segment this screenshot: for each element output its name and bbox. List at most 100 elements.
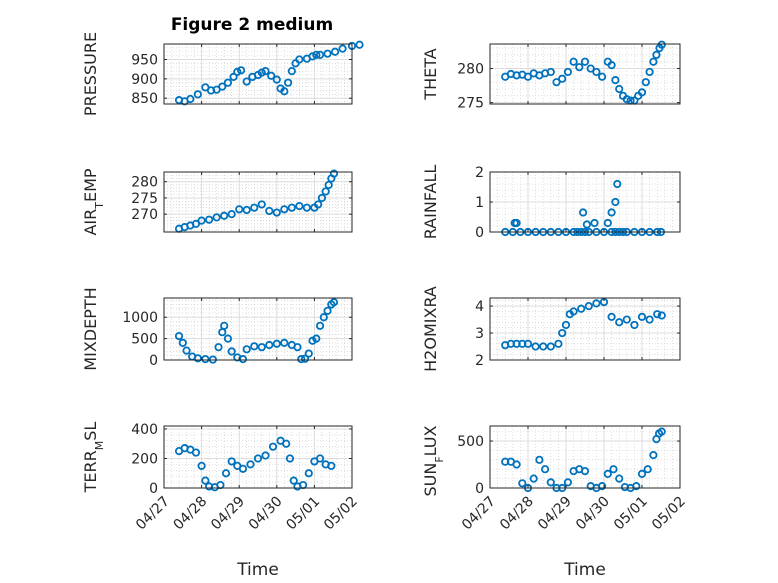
- data-point: [242, 345, 251, 354]
- data-point: [323, 49, 332, 58]
- data-point: [355, 40, 364, 49]
- data-point: [218, 82, 227, 91]
- data-point: [193, 90, 202, 99]
- data-point: [257, 343, 266, 352]
- data-point: [212, 213, 221, 222]
- data-point: [657, 40, 666, 49]
- data-point: [637, 88, 647, 97]
- data-point: [295, 55, 304, 64]
- data-point: [304, 469, 313, 478]
- y-tick-label: 270: [131, 207, 158, 223]
- y-tick-label: 1: [475, 195, 484, 211]
- data-point: [283, 78, 293, 87]
- data-point: [261, 451, 270, 460]
- data-point: [282, 439, 291, 448]
- data-point: [205, 215, 214, 224]
- data-point: [253, 454, 263, 463]
- data-point: [315, 454, 325, 463]
- data-point: [563, 478, 573, 487]
- data-point: [250, 203, 259, 212]
- data-point: [257, 68, 266, 77]
- data-point: [317, 193, 327, 203]
- data-point: [287, 203, 296, 212]
- data-point: [321, 187, 330, 196]
- y-tick-label: 275: [131, 191, 158, 207]
- subplot-6: 2 3 4 H2OMIXRA: [421, 286, 681, 372]
- data-point: [554, 339, 563, 348]
- subplot-2: 275 280 THETA: [421, 40, 681, 112]
- data-point: [518, 479, 527, 488]
- y-tick-label: 280: [131, 175, 158, 191]
- data-point: [546, 342, 555, 351]
- data-point: [329, 169, 339, 178]
- axes-background: [164, 426, 352, 488]
- data-point: [597, 482, 607, 491]
- data-point: [653, 310, 662, 319]
- data-point: [257, 200, 266, 209]
- y-tick-label: 0: [475, 225, 484, 241]
- data-point: [229, 72, 238, 82]
- data-point: [575, 63, 584, 72]
- data-point: [312, 50, 321, 59]
- data-point: [319, 313, 328, 322]
- data-point: [287, 66, 296, 76]
- data-point: [265, 206, 274, 216]
- y-tick-label: 3: [475, 326, 484, 342]
- data-point: [304, 349, 313, 358]
- y-tick-label: 950: [131, 52, 158, 68]
- data-point: [330, 47, 340, 56]
- data-point: [552, 78, 561, 87]
- data-point: [637, 312, 647, 321]
- data-point: [569, 57, 578, 66]
- data-point: [578, 208, 588, 217]
- data-point: [535, 455, 544, 464]
- data-point: [630, 320, 639, 330]
- y-tick-label: 500: [131, 332, 158, 348]
- data-point: [261, 66, 270, 76]
- axes-box: [489, 43, 681, 105]
- y-tick-label: 2: [475, 353, 484, 369]
- data-point: [227, 210, 236, 219]
- data-point: [272, 75, 281, 84]
- data-point: [546, 478, 555, 487]
- data-point: [645, 315, 654, 324]
- data-point: [242, 205, 251, 215]
- data-point: [201, 355, 210, 364]
- data-point: [182, 346, 191, 355]
- data-point: [622, 95, 631, 104]
- data-point: [246, 460, 255, 469]
- data-point: [308, 52, 317, 61]
- subplot-5: 0 500 1000 MIXDEPTH: [81, 287, 353, 371]
- data-point: [268, 442, 278, 451]
- data-point: [220, 321, 229, 330]
- x-axis-label: Time: [563, 560, 606, 580]
- data-point: [603, 218, 612, 228]
- data-point: [300, 354, 310, 363]
- data-point: [197, 461, 206, 470]
- data-point: [238, 355, 248, 364]
- data-point: [272, 339, 281, 348]
- y-tick-label: 400: [131, 422, 158, 438]
- data-point: [295, 201, 304, 211]
- data-point: [577, 304, 586, 313]
- y-tick-label: 280: [457, 62, 484, 78]
- data-point: [293, 343, 302, 352]
- data-point: [615, 474, 624, 483]
- data-point: [643, 465, 652, 474]
- axes-box: [489, 297, 681, 361]
- data-point: [558, 328, 567, 338]
- data-point: [523, 72, 533, 81]
- y-tick-label: 0: [149, 353, 158, 369]
- y-axis-label: PRESSURE: [81, 32, 100, 116]
- data-point: [280, 87, 289, 96]
- data-point: [220, 211, 229, 220]
- axes-background: [164, 298, 352, 360]
- data-point: [590, 218, 599, 228]
- data-point: [603, 469, 612, 479]
- data-point: [652, 50, 661, 60]
- data-point: [657, 427, 666, 436]
- data-point: [582, 220, 592, 229]
- data-point: [615, 318, 624, 327]
- data-point: [302, 203, 311, 212]
